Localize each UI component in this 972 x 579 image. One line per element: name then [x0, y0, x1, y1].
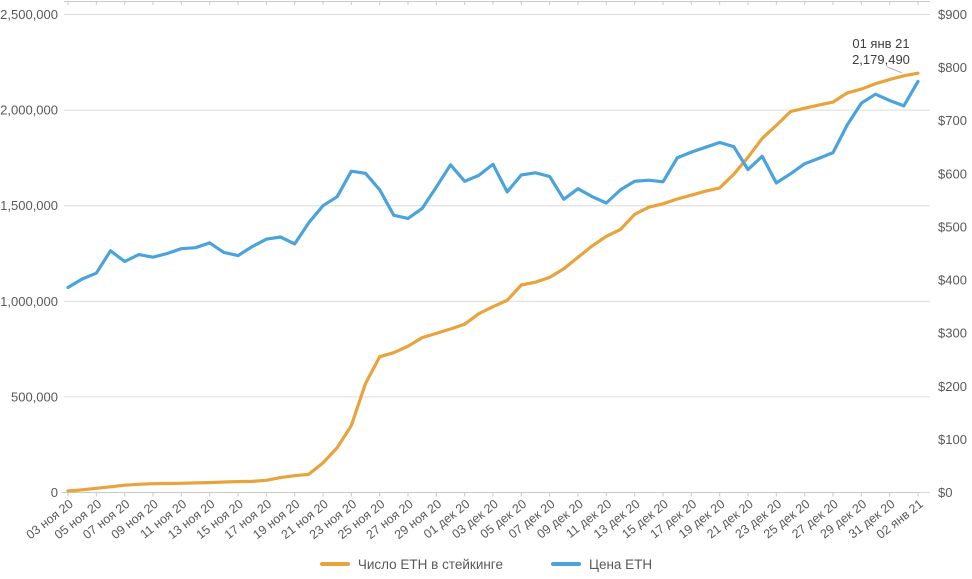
right-axis-tick-label: $800: [938, 60, 967, 75]
right-axis-tick-label: $600: [938, 166, 967, 181]
annotation-value: 2,179,490: [852, 52, 910, 67]
left-axis-tick-label: 500,000: [11, 389, 58, 404]
annotation-date: 01 янв 21: [852, 36, 909, 51]
chart-legend: Число ETH в стейкинге Цена ETH: [0, 549, 972, 579]
right-axis-tick-label: $200: [938, 379, 967, 394]
axis-lines-and-ticks: [62, 1, 930, 497]
left-axis-tick-label: 2,000,000: [0, 103, 58, 118]
left-axis-tick-label: 0: [51, 485, 58, 500]
legend-swatch-staked-eth: [319, 562, 350, 566]
legend-label-eth-price: Цена ETH: [588, 556, 653, 572]
legend-label-staked-eth: Число ETH в стейкинге: [357, 556, 503, 572]
chart-plot-area: 0 500,000 1,000,000 1,500,000 2,000,000 2,500…: [0, 1, 967, 542]
right-axis-tick-label: $900: [938, 7, 967, 22]
right-axis-labels: $0 $100 $200 $300 $400 $500 $600 $700 $800 $900: [938, 7, 967, 500]
left-axis-tick-label: 1,500,000: [0, 198, 58, 213]
annotation: 01 янв 21 2,179,490: [852, 36, 910, 74]
left-axis-tick-label: 1,000,000: [0, 294, 58, 309]
legend-swatch-eth-price: [550, 562, 581, 566]
annotation-leader-line: [886, 66, 902, 74]
right-axis-tick-label: $0: [938, 485, 952, 500]
legend-item-staked-eth: Число ETH в стейкинге: [319, 556, 503, 572]
right-axis-tick-label: $100: [938, 432, 967, 447]
legend-item-eth-price: Цена ETH: [550, 556, 653, 572]
right-axis-tick-label: $400: [938, 273, 967, 288]
series-line-1: [66, 79, 920, 290]
left-axis-tick-label: 2,500,000: [0, 7, 58, 22]
right-axis-tick-label: $500: [938, 219, 967, 234]
series-lines: [66, 71, 920, 493]
right-axis-tick-label: $700: [938, 113, 967, 128]
gridlines: [64, 14, 930, 493]
left-axis-labels: 0 500,000 1,000,000 1,500,000 2,000,000 2,500…: [0, 7, 58, 500]
right-axis-tick-label: $300: [938, 326, 967, 341]
series-line-0: [66, 71, 920, 493]
